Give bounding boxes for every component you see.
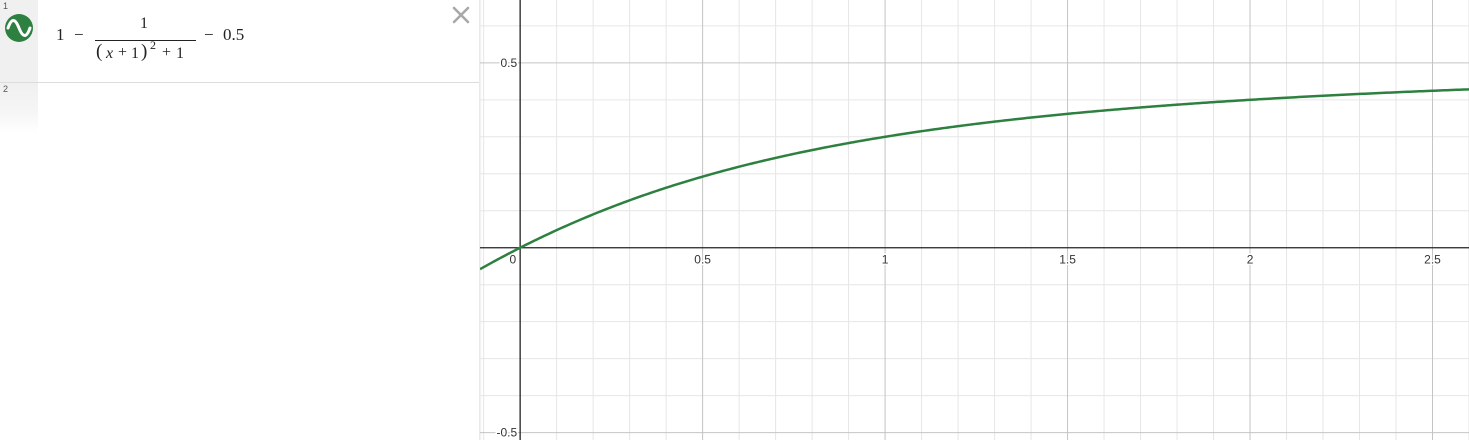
fraction-numerator: 1 <box>140 15 148 32</box>
major-gridlines <box>480 0 1469 440</box>
x-tick-label: 0 <box>509 253 516 267</box>
paren-left: ( <box>96 41 103 62</box>
x-tick-label: 0.5 <box>694 253 711 267</box>
formula-operator: + <box>162 44 172 61</box>
formula-operator: + <box>118 44 128 61</box>
minor-gridlines <box>480 0 1469 440</box>
panel-divider <box>479 0 482 440</box>
close-icon[interactable] <box>451 5 471 25</box>
y-tick-label: -0.5 <box>496 426 517 440</box>
fraction-bar <box>95 40 196 41</box>
variable-x: x <box>106 45 114 62</box>
formula-operator: − <box>74 25 84 44</box>
formula-term: 1 <box>176 45 184 62</box>
expression-index: 1 <box>3 1 9 11</box>
x-tick-label: 2 <box>1247 253 1254 267</box>
fraction-denominator: ( x + 1 ) 2 + 1 <box>95 38 196 66</box>
expression-gutter[interactable]: 2 <box>0 83 38 133</box>
expression-row[interactable]: 1 1 − 1 ( x + 1 ) 2 + 1 <box>0 0 479 83</box>
exponent: 2 <box>150 38 156 52</box>
x-tick-label: 1 <box>882 253 889 267</box>
formula-operator: − <box>204 25 214 44</box>
expression-gutter[interactable]: 1 <box>0 0 38 82</box>
sine-wave-icon[interactable] <box>4 13 34 43</box>
expression-row-empty[interactable]: 2 <box>0 83 479 133</box>
function-curve <box>480 88 1469 271</box>
expression-list: 1 1 − 1 ( x + 1 ) 2 + 1 <box>0 0 479 440</box>
x-tick-label: 2.5 <box>1424 253 1441 267</box>
graph-paper[interactable]: 0 0.5 1 1.5 2 2.5 0.5 -0.5 <box>480 0 1469 440</box>
y-tick-label: 0.5 <box>500 56 517 70</box>
curve-layer <box>480 88 1469 271</box>
tick-labels: 0 0.5 1 1.5 2 2.5 0.5 -0.5 <box>495 54 1443 440</box>
expression-index: 2 <box>3 84 9 94</box>
formula-term: 1 <box>131 45 139 62</box>
formula-term: 1 <box>56 25 65 44</box>
graph-canvas[interactable]: 0 0.5 1 1.5 2 2.5 0.5 -0.5 <box>480 0 1469 440</box>
formula-constant: 0.5 <box>223 25 245 44</box>
axes <box>480 0 1469 440</box>
x-tick-label: 1.5 <box>1059 253 1076 267</box>
paren-right: ) <box>141 41 148 62</box>
